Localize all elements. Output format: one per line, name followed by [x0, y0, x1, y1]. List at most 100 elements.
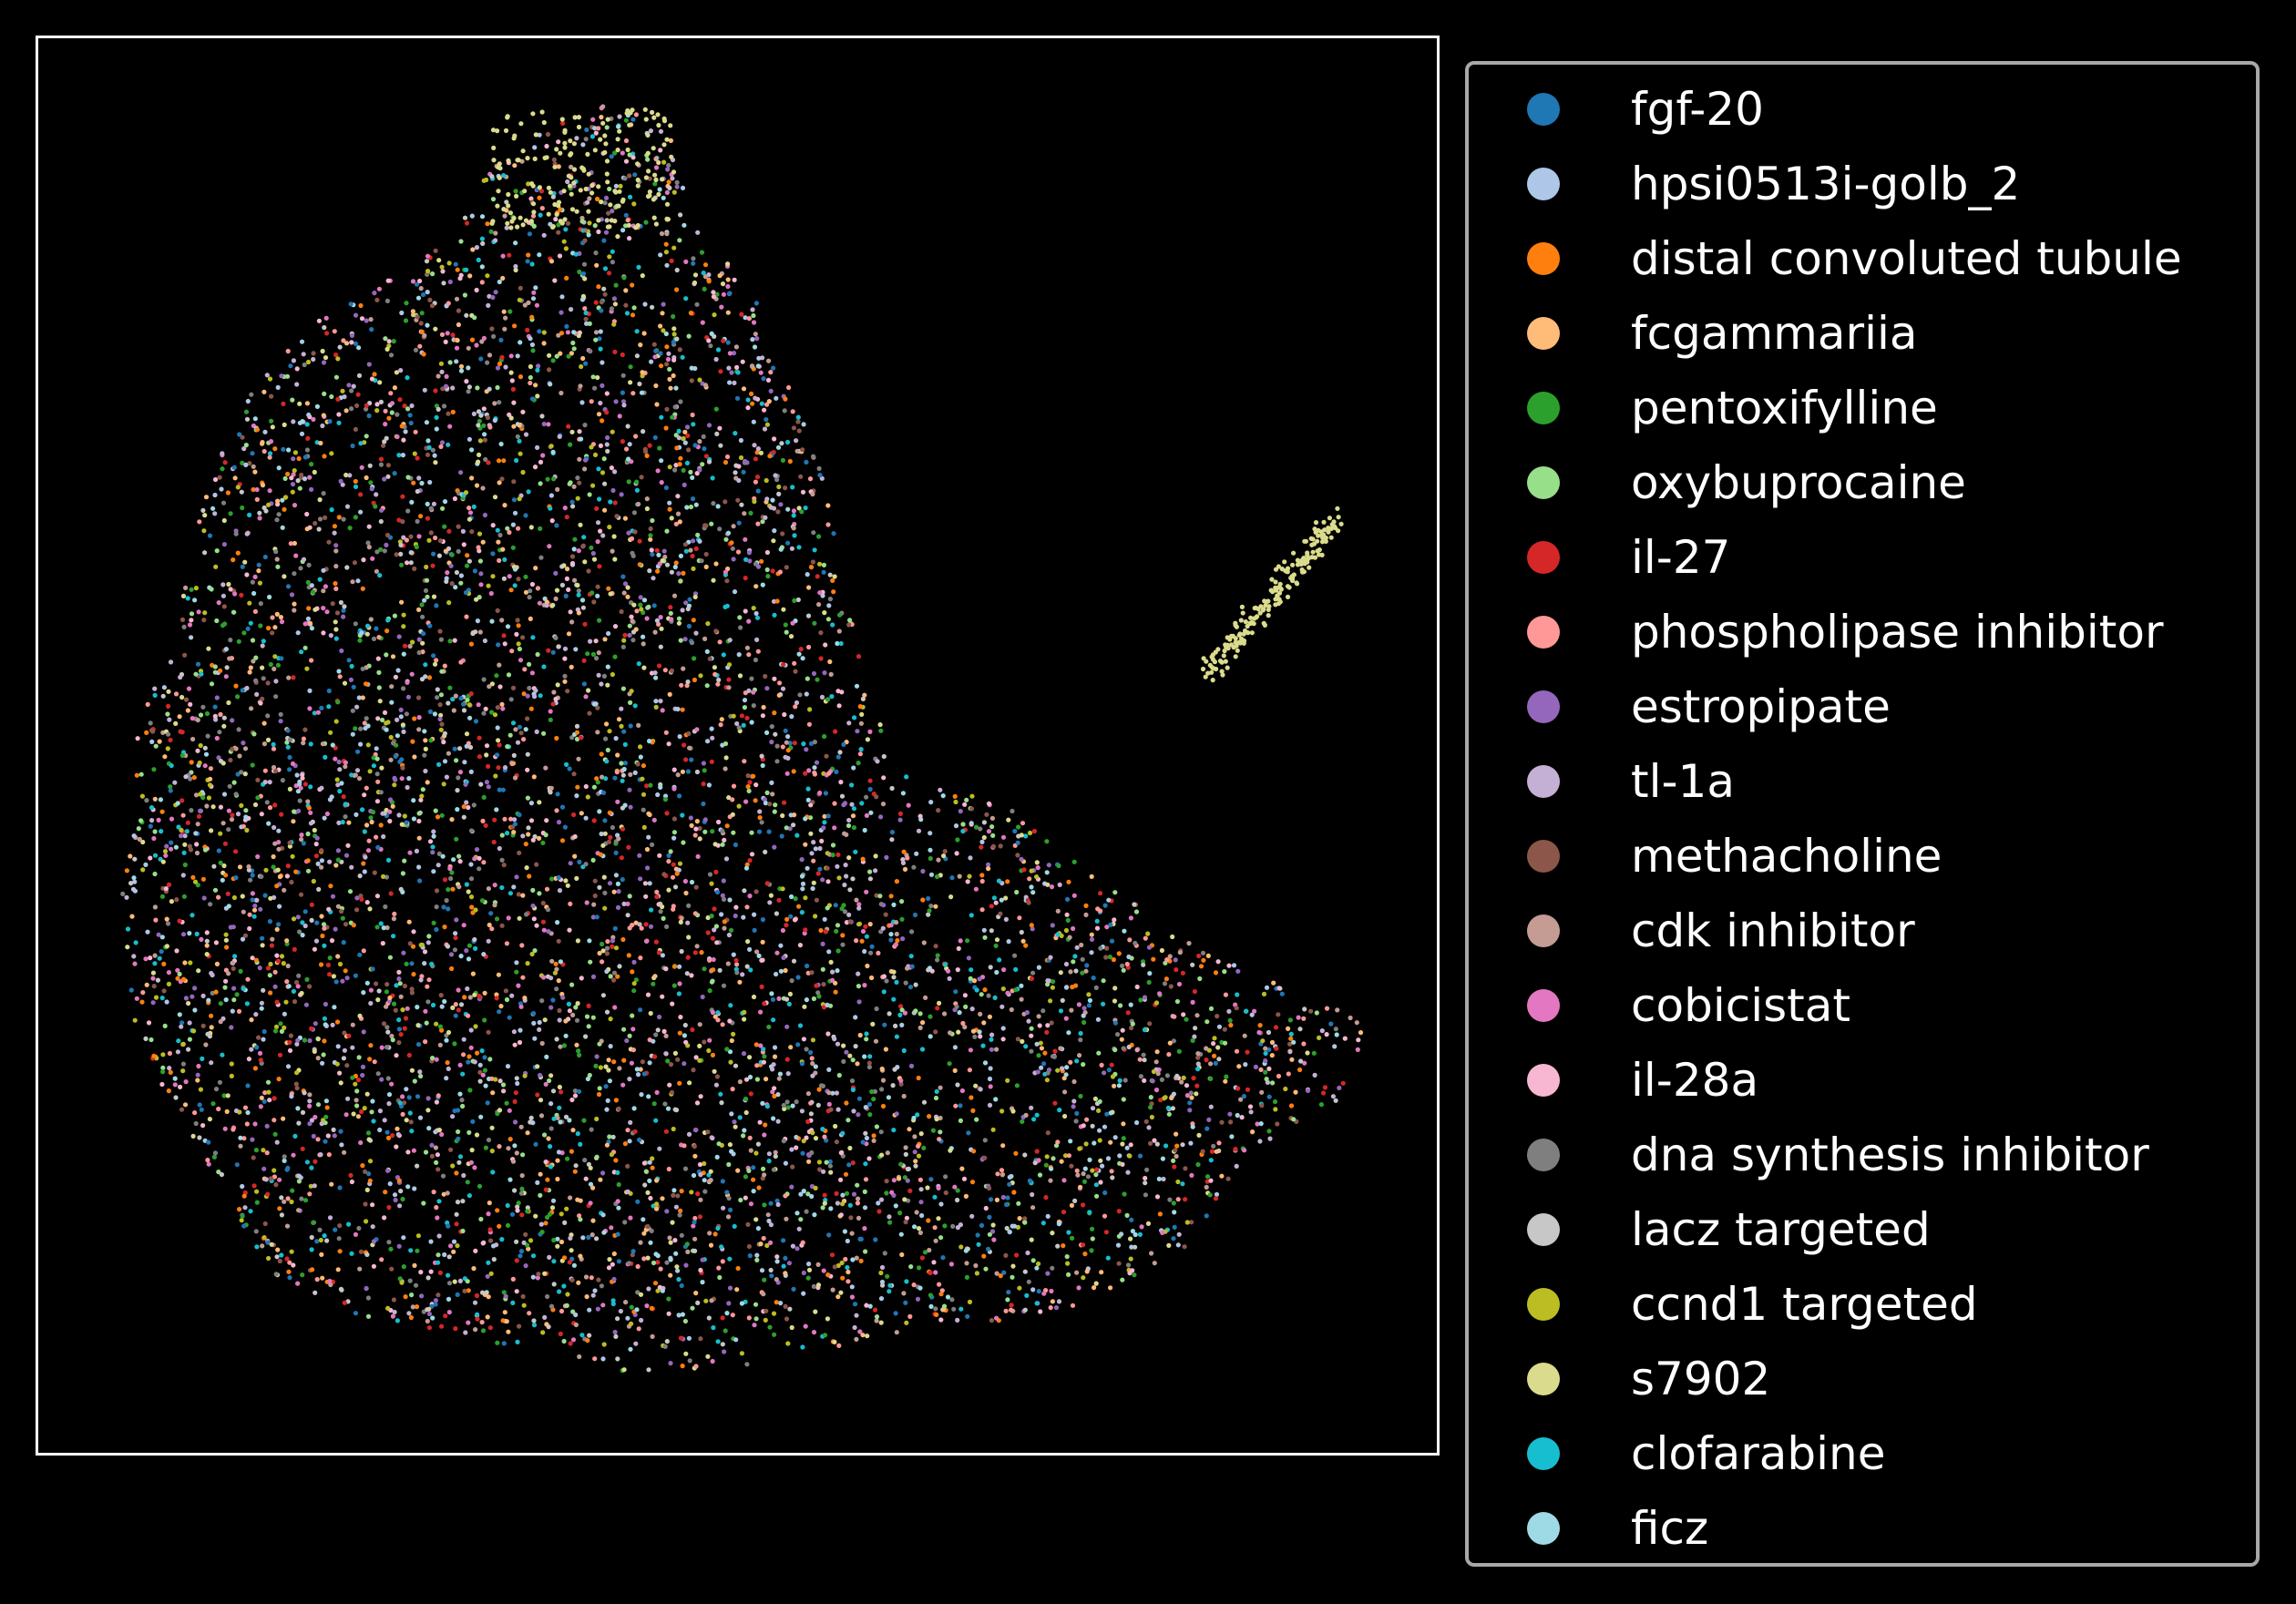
- data-point: [589, 134, 596, 139]
- data-point: [623, 288, 629, 293]
- data-point: [1023, 833, 1029, 839]
- data-point: [968, 1047, 973, 1053]
- data-point: [823, 791, 829, 796]
- data-point: [854, 1336, 859, 1342]
- data-point: [347, 889, 354, 894]
- data-point: [250, 955, 255, 961]
- data-point: [571, 1262, 578, 1268]
- data-point: [587, 1333, 592, 1338]
- data-point: [1036, 1014, 1041, 1019]
- data-point: [556, 938, 561, 944]
- data-point: [356, 345, 362, 351]
- data-point: [485, 273, 490, 279]
- data-point: [906, 802, 911, 808]
- data-point: [629, 614, 634, 619]
- data-point: [540, 900, 546, 906]
- data-point: [554, 986, 559, 992]
- data-point: [623, 158, 630, 164]
- data-point: [330, 894, 336, 899]
- data-point: [568, 442, 573, 447]
- data-point: [856, 1112, 861, 1118]
- data-point: [1095, 1017, 1101, 1022]
- data-point: [641, 1160, 648, 1166]
- data-point: [360, 1064, 366, 1069]
- data-point: [313, 1021, 318, 1027]
- data-point: [1030, 1191, 1035, 1198]
- data-point: [993, 900, 999, 905]
- data-point: [286, 447, 292, 453]
- data-point: [226, 808, 231, 813]
- data-point: [711, 956, 716, 963]
- data-point: [790, 1243, 796, 1249]
- data-point: [764, 496, 770, 502]
- data-point: [514, 1239, 519, 1244]
- data-point: [966, 955, 971, 961]
- data-point: [1066, 1230, 1071, 1235]
- data-point: [284, 874, 290, 879]
- data-point: [727, 1018, 733, 1024]
- data-point: [717, 425, 723, 431]
- data-point: [557, 1084, 563, 1090]
- data-point: [444, 774, 449, 780]
- data-point: [774, 395, 779, 401]
- data-point: [743, 536, 748, 542]
- data-point: [423, 1149, 429, 1155]
- data-point: [630, 1027, 636, 1032]
- data-point: [175, 976, 180, 981]
- data-point: [225, 1093, 231, 1098]
- data-point: [819, 475, 825, 481]
- data-point: [715, 1010, 721, 1016]
- data-point: [1242, 1033, 1247, 1038]
- data-point: [732, 1223, 737, 1229]
- data-point: [251, 659, 256, 664]
- data-point: [956, 1029, 961, 1035]
- data-point: [485, 1100, 490, 1106]
- data-point: [1116, 1209, 1122, 1214]
- data-point: [633, 1341, 639, 1346]
- data-point: [434, 603, 439, 608]
- data-point: [295, 1106, 301, 1111]
- data-point: [320, 348, 325, 354]
- data-point: [737, 673, 743, 679]
- data-point: [794, 448, 800, 454]
- data-point: [260, 943, 265, 948]
- data-point: [411, 1148, 416, 1153]
- data-point: [1056, 1221, 1061, 1227]
- data-point: [928, 855, 933, 862]
- data-point: [538, 555, 544, 560]
- data-point: [827, 1163, 834, 1169]
- data-point: [685, 679, 691, 685]
- data-point: [974, 1117, 979, 1122]
- data-point: [970, 1028, 977, 1034]
- data-point: [1049, 884, 1055, 890]
- data-point: [572, 536, 578, 542]
- data-point: [1172, 1210, 1177, 1215]
- data-point: [195, 661, 201, 667]
- data-point: [253, 655, 259, 660]
- data-point: [1245, 1087, 1251, 1092]
- data-point: [511, 884, 517, 890]
- data-point: [1288, 1036, 1294, 1041]
- data-point: [1029, 1237, 1034, 1242]
- data-point: [490, 523, 496, 528]
- data-point: [790, 1103, 795, 1108]
- data-point: [600, 1170, 606, 1176]
- data-point: [495, 1340, 500, 1345]
- data-point: [378, 822, 384, 828]
- data-point: [746, 1243, 753, 1250]
- data-point: [606, 1265, 612, 1271]
- data-point: [747, 1074, 753, 1080]
- data-point: [223, 978, 229, 984]
- data-point: [304, 422, 310, 427]
- data-point: [835, 754, 841, 760]
- data-point: [435, 695, 440, 700]
- data-point: [955, 1082, 960, 1088]
- data-point: [789, 546, 795, 551]
- data-point: [649, 907, 654, 913]
- data-point: [183, 774, 189, 780]
- data-point: [1273, 1025, 1279, 1030]
- data-point: [337, 1185, 343, 1190]
- data-point: [789, 1184, 794, 1190]
- data-point: [812, 620, 817, 626]
- data-point: [806, 768, 812, 773]
